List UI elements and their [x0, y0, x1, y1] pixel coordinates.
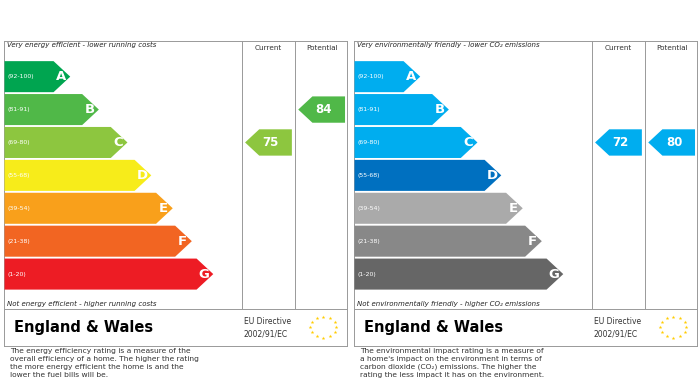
- Text: (55-68): (55-68): [7, 173, 30, 178]
- Text: G: G: [549, 267, 559, 281]
- Polygon shape: [354, 94, 449, 125]
- Text: Not environmentally friendly - higher CO₂ emissions: Not environmentally friendly - higher CO…: [357, 301, 540, 307]
- Text: (1-20): (1-20): [357, 272, 376, 276]
- Text: Potential: Potential: [306, 45, 337, 51]
- Polygon shape: [354, 226, 542, 257]
- Text: 80: 80: [666, 136, 682, 149]
- Text: (92-100): (92-100): [7, 74, 34, 79]
- Text: Current: Current: [605, 45, 632, 51]
- Text: (55-68): (55-68): [357, 173, 380, 178]
- Polygon shape: [4, 258, 213, 290]
- Text: C: C: [113, 136, 123, 149]
- Polygon shape: [4, 94, 99, 125]
- Text: Very energy efficient - lower running costs: Very energy efficient - lower running co…: [7, 42, 156, 48]
- Text: Very environmentally friendly - lower CO₂ emissions: Very environmentally friendly - lower CO…: [357, 42, 540, 48]
- Polygon shape: [4, 193, 173, 224]
- Text: D: D: [486, 169, 498, 182]
- Text: (92-100): (92-100): [357, 74, 384, 79]
- Text: EU Directive: EU Directive: [244, 317, 290, 326]
- Text: (39-54): (39-54): [357, 206, 380, 211]
- Text: Environmental Impact (CO₂) Rating: Environmental Impact (CO₂) Rating: [360, 14, 593, 27]
- Text: (39-54): (39-54): [7, 206, 30, 211]
- Polygon shape: [4, 127, 127, 158]
- Text: (21-38): (21-38): [357, 239, 380, 244]
- Text: (69-80): (69-80): [357, 140, 380, 145]
- Polygon shape: [354, 61, 420, 92]
- Text: (81-91): (81-91): [357, 107, 380, 112]
- Text: G: G: [199, 267, 209, 281]
- Text: EU Directive: EU Directive: [594, 317, 641, 326]
- Text: A: A: [56, 70, 66, 83]
- Text: (81-91): (81-91): [7, 107, 30, 112]
- Text: 2002/91/EC: 2002/91/EC: [244, 330, 288, 339]
- Polygon shape: [595, 129, 642, 156]
- Text: A: A: [406, 70, 416, 83]
- Text: F: F: [528, 235, 537, 248]
- Text: C: C: [463, 136, 473, 149]
- Polygon shape: [354, 258, 564, 290]
- Polygon shape: [354, 193, 523, 224]
- Text: F: F: [178, 235, 187, 248]
- Polygon shape: [648, 129, 695, 156]
- Polygon shape: [354, 160, 501, 191]
- Text: D: D: [136, 169, 148, 182]
- Polygon shape: [298, 97, 345, 123]
- Text: 72: 72: [612, 136, 629, 149]
- Text: 2002/91/EC: 2002/91/EC: [594, 330, 638, 339]
- Text: Potential: Potential: [656, 45, 687, 51]
- Text: E: E: [509, 202, 518, 215]
- Text: The energy efficiency rating is a measure of the
overall efficiency of a home. T: The energy efficiency rating is a measur…: [10, 348, 199, 378]
- Polygon shape: [354, 127, 477, 158]
- Text: Current: Current: [255, 45, 282, 51]
- Text: B: B: [85, 103, 95, 116]
- Text: England & Wales: England & Wales: [364, 320, 503, 335]
- Polygon shape: [4, 61, 70, 92]
- Polygon shape: [245, 129, 292, 156]
- Text: 84: 84: [316, 103, 332, 116]
- Text: Not energy efficient - higher running costs: Not energy efficient - higher running co…: [7, 301, 156, 307]
- Text: (69-80): (69-80): [7, 140, 30, 145]
- Text: The environmental impact rating is a measure of
a home's impact on the environme: The environmental impact rating is a mea…: [360, 348, 545, 378]
- Text: (21-38): (21-38): [7, 239, 30, 244]
- Text: E: E: [159, 202, 168, 215]
- Text: 75: 75: [262, 136, 279, 149]
- Polygon shape: [4, 226, 192, 257]
- Text: B: B: [435, 103, 444, 116]
- Text: England & Wales: England & Wales: [14, 320, 153, 335]
- Text: (1-20): (1-20): [7, 272, 26, 276]
- Text: Energy Efficiency Rating: Energy Efficiency Rating: [10, 14, 173, 27]
- Polygon shape: [4, 160, 151, 191]
